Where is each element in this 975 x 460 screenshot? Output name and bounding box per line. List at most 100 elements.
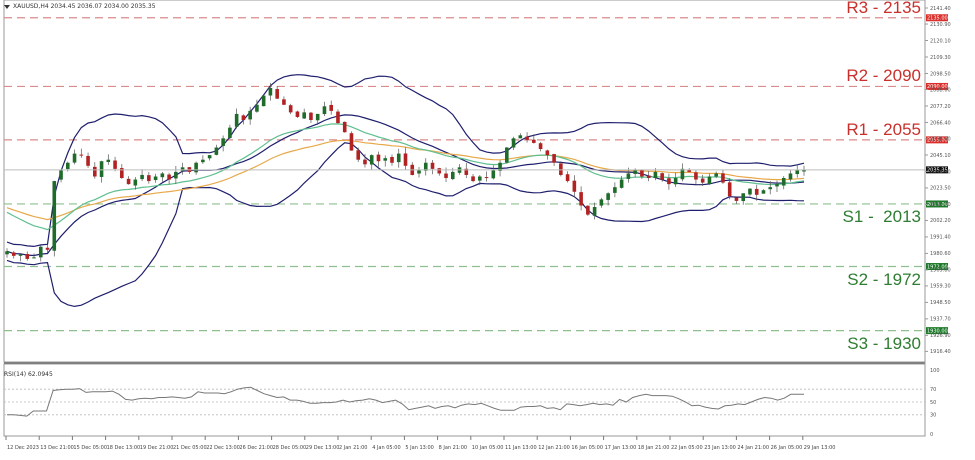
bull-candle xyxy=(322,106,327,115)
level-price-tag xyxy=(926,200,948,208)
bull-candle xyxy=(153,176,158,181)
rsi-line xyxy=(7,386,804,417)
svg-text:1916.40: 1916.40 xyxy=(930,349,951,355)
svg-text:1930.00: 1930.00 xyxy=(927,328,948,334)
x-tick-label: 18 Jan 21:00 xyxy=(638,445,670,451)
collapse-triangle-icon[interactable] xyxy=(4,4,10,9)
current-price-tag xyxy=(926,166,948,174)
bear-candle xyxy=(295,111,300,117)
level-price-tag xyxy=(926,136,948,144)
x-tick-label: 16 Jan 05:00 xyxy=(571,445,603,451)
bear-candle xyxy=(464,168,469,175)
price-axis: 2135.00 2090.00 2055.00 2013.00 1972.00 1930.… xyxy=(924,0,951,436)
rsi-label: RSI(14) 62.0945 xyxy=(4,371,53,378)
x-tick-label: 12 Jan 21:00 xyxy=(538,445,570,451)
svg-text:2066.40: 2066.40 xyxy=(930,120,951,126)
bear-candle xyxy=(727,182,732,197)
svg-text:1937.70: 1937.70 xyxy=(930,317,951,323)
bear-candle xyxy=(309,112,313,121)
bull-candle xyxy=(680,168,685,180)
x-tick-label: 26 Dec 21:00 xyxy=(239,445,273,451)
candlesticks xyxy=(5,82,806,262)
bear-candle xyxy=(444,173,448,179)
time-axis: 12 Dec 2023 13 Dec 21:00 15 Dec 05:00 18 De… xyxy=(5,436,835,451)
bear-candle xyxy=(437,168,442,174)
bear-candle xyxy=(700,178,705,183)
level-label-r2: R2 - 2090 xyxy=(846,66,921,86)
bull-candle xyxy=(592,207,597,216)
bull-candle xyxy=(302,112,306,119)
bear-candle xyxy=(45,247,50,250)
bull-candle xyxy=(214,147,219,155)
bull-candle xyxy=(201,159,205,163)
bear-candle xyxy=(579,192,583,206)
bull-candle xyxy=(775,184,779,187)
x-tick-label: 17 Jan 13:00 xyxy=(605,445,637,451)
svg-text:1926.90: 1926.90 xyxy=(930,333,951,339)
bull-candle xyxy=(423,162,428,171)
bear-candle xyxy=(147,175,151,182)
bull-candle xyxy=(761,190,766,194)
x-tick-label: 5 Jan 13:00 xyxy=(405,445,433,451)
bear-candle xyxy=(586,205,590,215)
svg-text:50: 50 xyxy=(930,400,936,406)
bull-candle xyxy=(714,173,718,177)
bull-candle xyxy=(498,162,502,171)
svg-text:2045.10: 2045.10 xyxy=(930,153,951,159)
rsi-panel-frame xyxy=(3,363,926,437)
svg-text:2141.40: 2141.40 xyxy=(930,6,951,12)
bull-candle xyxy=(505,147,509,163)
bull-candle xyxy=(633,170,637,174)
bull-candle xyxy=(140,174,144,180)
bollinger-bands xyxy=(6,74,805,308)
bear-candle xyxy=(545,150,550,156)
svg-text:1991.40: 1991.40 xyxy=(930,235,951,241)
bear-candle xyxy=(363,159,367,165)
x-tick-label: 4 Jan 05:00 xyxy=(372,445,400,451)
bear-candle xyxy=(687,169,691,172)
bull-candle xyxy=(673,178,678,185)
bear-candle xyxy=(565,174,570,182)
bull-candle xyxy=(606,193,610,200)
bear-candle xyxy=(754,188,759,195)
svg-text:1969.80: 1969.80 xyxy=(930,268,951,274)
svg-text:2002.20: 2002.20 xyxy=(930,218,951,224)
bear-candle xyxy=(471,176,475,182)
bear-candle xyxy=(275,89,279,99)
bear-candle xyxy=(11,252,16,256)
svg-text:1959.30: 1959.30 xyxy=(930,284,951,290)
bull-candle xyxy=(65,162,70,169)
bull-candle xyxy=(268,87,273,96)
bull-candle xyxy=(748,188,752,195)
level-label-s1: S1 - 2013 xyxy=(842,206,921,226)
bear-candle xyxy=(79,154,84,156)
svg-text:1980.60: 1980.60 xyxy=(930,251,951,257)
bull-candle xyxy=(477,176,482,181)
svg-text:30: 30 xyxy=(930,413,936,419)
x-tick-label: 18 Dec 13:00 xyxy=(107,445,141,451)
bull-candle xyxy=(221,138,225,146)
bull-candle xyxy=(160,173,165,178)
bear-candle xyxy=(559,163,563,175)
bear-candle xyxy=(646,175,651,179)
bollinger-upper xyxy=(6,74,805,248)
x-tick-label: 11 Jan 13:00 xyxy=(505,445,537,451)
bull-candle xyxy=(106,159,111,163)
bull-candle xyxy=(707,176,712,184)
svg-text:2120.10: 2120.10 xyxy=(930,38,951,44)
bull-candle xyxy=(417,170,421,174)
bear-candle xyxy=(484,177,489,179)
bull-candle xyxy=(518,135,523,139)
bear-candle xyxy=(349,133,354,151)
symbol-ohlc-text: XAUUSD,H4 2034.45 2036.07 2034.00 2035.3… xyxy=(13,3,156,10)
bull-candle xyxy=(741,193,746,202)
bear-candle xyxy=(288,105,293,113)
bear-candle xyxy=(660,173,664,180)
bear-candle xyxy=(538,143,543,150)
price-panel-frame xyxy=(3,0,926,363)
bull-candle xyxy=(599,199,604,206)
x-tick-label: 23 Jan 13:00 xyxy=(704,445,736,451)
bull-candle xyxy=(174,171,178,179)
